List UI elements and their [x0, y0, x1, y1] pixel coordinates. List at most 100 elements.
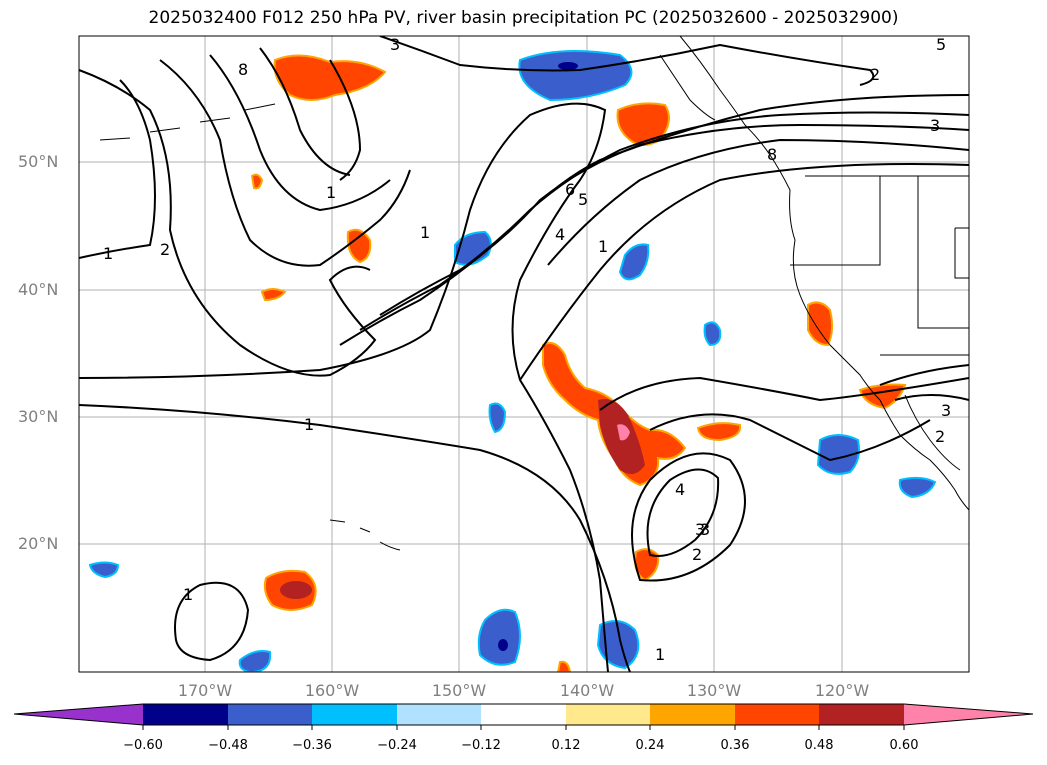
- precip-negative-areas: [88, 50, 937, 672]
- precip-area: [807, 301, 834, 347]
- precip-peak: [617, 424, 630, 441]
- colorbar-segment: [566, 704, 650, 725]
- contour-label: 1: [304, 415, 314, 434]
- contour-label: 3: [695, 520, 705, 539]
- pv-contour: [631, 452, 746, 582]
- baja-coast: [904, 394, 961, 471]
- pv-contour: [599, 376, 969, 411]
- precip-area: [250, 173, 264, 190]
- lat-label: 50°N: [18, 152, 59, 171]
- contour-label: 2: [160, 240, 170, 259]
- contour-label: 1: [420, 223, 430, 242]
- precip-area: [238, 650, 272, 672]
- pv-contour: [359, 111, 969, 331]
- colorbar-ticks: [142, 725, 905, 730]
- contour-label: 2: [692, 545, 702, 564]
- pv-contour: [79, 102, 609, 672]
- pv-contour: [646, 468, 720, 557]
- pv-contour: [174, 581, 250, 662]
- lat-label: 30°N: [18, 407, 59, 426]
- hawaiian-islands: [329, 519, 401, 551]
- lat-label: 40°N: [18, 280, 59, 299]
- north-america-coast: [679, 36, 969, 511]
- precip-area: [696, 422, 742, 442]
- lat-label: 20°N: [18, 534, 59, 553]
- lon-label: 150°W: [431, 681, 487, 700]
- pv-contour: [79, 79, 156, 259]
- precip-area: [898, 476, 937, 499]
- map-panel: [79, 36, 969, 672]
- chart-title: 2025032400 F012 250 hPa PV, river basin …: [148, 8, 899, 28]
- colorbar-tick-label: −0.36: [292, 738, 332, 753]
- pv-contour: [547, 138, 969, 266]
- coastlines: [99, 36, 969, 551]
- colorbar-tick-label: 0.12: [551, 738, 581, 753]
- map-frame: [78, 35, 970, 673]
- pv-contour: [259, 47, 351, 176]
- contour-label: 6: [565, 180, 575, 199]
- contour-label: 1: [103, 244, 113, 263]
- pv-contour: [379, 123, 969, 316]
- colorbar: [13, 703, 1034, 730]
- contour-label: 5: [578, 190, 588, 209]
- precip-area: [556, 660, 572, 672]
- pv-contour: [79, 69, 377, 377]
- colorbar-segment: [735, 704, 819, 725]
- precip-area: [260, 288, 287, 302]
- contour-label: 2: [870, 65, 880, 84]
- pv-contour: [649, 413, 931, 462]
- graticule: [79, 36, 969, 672]
- colorbar-segment: [650, 704, 735, 725]
- contour-label: 1: [598, 237, 608, 256]
- lon-label: 160°W: [304, 681, 360, 700]
- colorbar-tick-label: −0.60: [123, 738, 163, 753]
- contour-label: 1: [326, 183, 336, 202]
- state-border: [917, 176, 969, 329]
- state-border: [954, 227, 969, 279]
- pv-contour: [894, 394, 969, 401]
- precip-area: [518, 50, 633, 102]
- pv-contours: [79, 36, 969, 672]
- contour-label: 3: [941, 401, 951, 420]
- coast-islands: [659, 54, 716, 121]
- contour-labels: 1 2 1 1 1 3 4 5 6 1 8 3 2 3 4 3 2 1 1 8 …: [103, 35, 951, 664]
- precip-area: [596, 620, 640, 670]
- precip-core: [280, 581, 312, 599]
- precip-area: [618, 243, 650, 281]
- aleutian-islands: [99, 103, 276, 141]
- lon-label: 140°W: [559, 681, 615, 700]
- precip-area: [346, 228, 372, 264]
- pv-contour: [209, 54, 391, 212]
- contour-label: 1: [655, 645, 665, 664]
- state-border: [790, 176, 881, 266]
- contour-label: 5: [936, 35, 946, 54]
- colorbar-segment: [312, 704, 397, 725]
- precip-area: [88, 561, 120, 579]
- contour-label: 2: [935, 427, 945, 446]
- pv-contour: [879, 364, 969, 386]
- lon-label: 120°W: [814, 681, 870, 700]
- colorbar-tick-label: 0.48: [804, 738, 834, 753]
- precip-area: [816, 434, 860, 475]
- pv-contour: [339, 94, 969, 346]
- pv-contour: [79, 404, 631, 672]
- precip-area: [703, 321, 722, 347]
- precip-core: [498, 639, 508, 651]
- precip-area: [488, 402, 507, 434]
- lon-label: 170°W: [177, 681, 233, 700]
- colorbar-segment: [397, 704, 481, 725]
- contour-label: 3: [700, 520, 710, 539]
- contour-label: 4: [555, 225, 565, 244]
- contour-label: 8: [767, 145, 777, 164]
- pv-contour: [519, 163, 969, 381]
- colorbar-segment: [228, 704, 312, 725]
- contour-label: 3: [390, 35, 400, 54]
- contour-label: 4: [675, 480, 685, 499]
- contour-label: 1: [183, 585, 193, 604]
- colorbar-tick-label: 0.60: [889, 738, 919, 753]
- colorbar-segment: [481, 704, 566, 725]
- pv-contour: [379, 36, 875, 86]
- contour-label: 8: [238, 60, 248, 79]
- pv-contour: [159, 59, 411, 267]
